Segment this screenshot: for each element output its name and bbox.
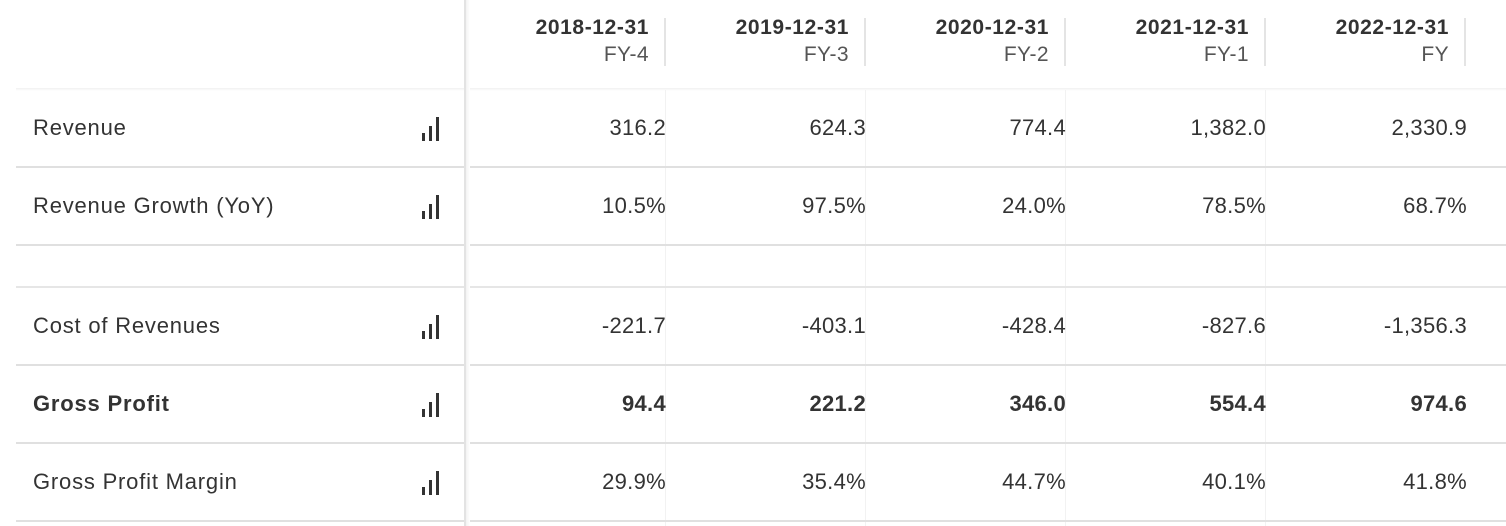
column-divider <box>1065 90 1066 526</box>
header-label-cell <box>0 0 465 90</box>
row-value: 974.6 <box>1410 391 1467 416</box>
column-divider <box>665 90 666 526</box>
table-row-revenue-growth: Revenue Growth (YoY) 10.5% 97.5% 24.0% 7… <box>16 168 1506 244</box>
bar-chart-icon[interactable] <box>421 315 443 339</box>
bar-chart-icon[interactable] <box>421 195 443 219</box>
column-separator <box>1264 18 1266 66</box>
table-row-gross-profit-margin: Gross Profit Margin 29.9% 35.4% 44.7% 40… <box>16 444 1506 520</box>
row-divider <box>16 364 1506 366</box>
column-fiscal-period: FY-1 <box>1203 43 1249 66</box>
row-divider <box>16 166 1506 168</box>
column-divider <box>865 90 866 526</box>
column-separator <box>864 18 866 66</box>
row-label: Revenue Growth (YoY) <box>33 193 275 218</box>
column-date: 2020-12-31 <box>935 16 1049 39</box>
row-value: 346.0 <box>1009 391 1066 416</box>
row-value: -1,356.3 <box>1383 313 1467 338</box>
column-fiscal-period: FY-3 <box>803 43 849 66</box>
label-column-divider <box>464 0 466 526</box>
row-value: 2,330.9 <box>1391 115 1467 140</box>
row-value: 24.0% <box>1002 193 1066 218</box>
row-value: 68.7% <box>1403 193 1467 218</box>
label-column-shadow <box>466 0 470 526</box>
row-value: 1,382.0 <box>1190 115 1266 140</box>
column-date: 2021-12-31 <box>1135 16 1249 39</box>
row-value: 554.4 <box>1209 391 1266 416</box>
column-separator <box>1464 18 1466 66</box>
row-value: 774.4 <box>1009 115 1066 140</box>
column-fiscal-period: FY <box>1421 43 1449 66</box>
row-value: 40.1% <box>1202 469 1266 494</box>
table-row-revenue: Revenue 316.2 624.3 774.4 1,382.0 2,330.… <box>16 90 1506 166</box>
row-label: Cost of Revenues <box>33 313 221 338</box>
row-value: -827.6 <box>1201 313 1266 338</box>
column-separator <box>664 18 666 66</box>
row-value: 221.2 <box>809 391 866 416</box>
table-row-gross-profit: Gross Profit 94.4 221.2 346.0 554.4 974.… <box>16 366 1506 442</box>
row-value: 29.9% <box>602 469 666 494</box>
column-date: 2018-12-31 <box>535 16 649 39</box>
bar-chart-icon[interactable] <box>421 393 443 417</box>
column-fiscal-period: FY-2 <box>1003 43 1049 66</box>
row-divider <box>16 520 1506 522</box>
row-divider <box>16 442 1506 444</box>
row-value: -403.1 <box>801 313 866 338</box>
row-value: 44.7% <box>1002 469 1066 494</box>
bar-chart-icon[interactable] <box>421 471 443 495</box>
row-label: Gross Profit Margin <box>33 469 238 494</box>
column-header[interactable]: 2022-12-31 FY <box>1266 0 1466 90</box>
row-value: 624.3 <box>809 115 866 140</box>
bar-chart-icon[interactable] <box>421 117 443 141</box>
row-label: Gross Profit <box>33 391 170 416</box>
row-value: 35.4% <box>802 469 866 494</box>
table-row-spacer <box>16 246 1506 286</box>
column-header[interactable]: 2018-12-31 FY-4 <box>466 0 666 90</box>
row-value: 10.5% <box>602 193 666 218</box>
column-separator <box>1064 18 1066 66</box>
column-fiscal-period: FY-4 <box>603 43 649 66</box>
table-row-cost-of-revenues: Cost of Revenues -221.7 -403.1 -428.4 -8… <box>16 288 1506 364</box>
column-header[interactable]: 2020-12-31 FY-2 <box>866 0 1066 90</box>
row-label: Revenue <box>33 115 127 140</box>
row-divider <box>16 244 1506 246</box>
row-value: -428.4 <box>1001 313 1066 338</box>
row-value: 41.8% <box>1403 469 1467 494</box>
header-shadow <box>16 88 1506 91</box>
column-header[interactable]: 2021-12-31 FY-1 <box>1066 0 1266 90</box>
column-date: 2019-12-31 <box>735 16 849 39</box>
row-value: 316.2 <box>609 115 666 140</box>
column-date: 2022-12-31 <box>1335 16 1449 39</box>
row-value: 78.5% <box>1202 193 1266 218</box>
row-value: 97.5% <box>802 193 866 218</box>
column-divider <box>1265 90 1266 526</box>
row-value: -221.7 <box>601 313 666 338</box>
table-header: 2018-12-31 FY-4 2019-12-31 FY-3 2020-12-… <box>0 0 1506 90</box>
row-divider <box>16 286 1506 288</box>
row-value: 94.4 <box>621 391 666 416</box>
column-header[interactable]: 2019-12-31 FY-3 <box>666 0 866 90</box>
